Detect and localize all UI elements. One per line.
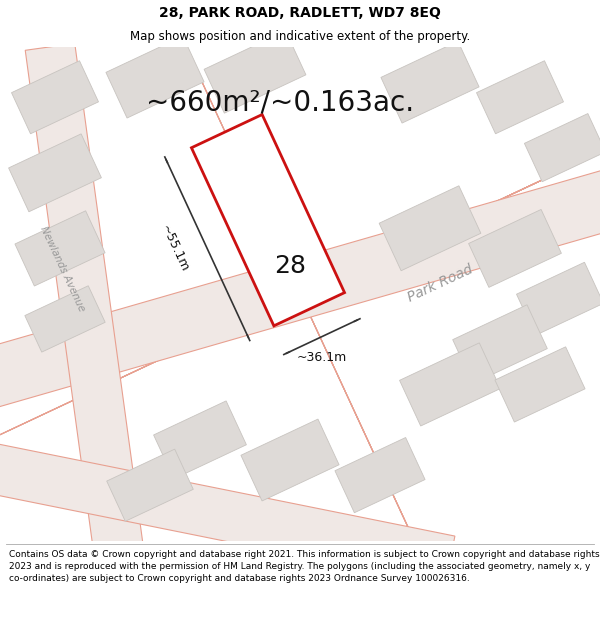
Polygon shape	[25, 286, 105, 352]
Polygon shape	[452, 305, 547, 384]
Polygon shape	[524, 114, 600, 182]
Polygon shape	[11, 61, 98, 134]
Polygon shape	[381, 41, 479, 123]
Polygon shape	[469, 209, 562, 288]
Text: ~660m²/~0.163ac.: ~660m²/~0.163ac.	[146, 88, 414, 116]
Text: ~36.1m: ~36.1m	[297, 351, 347, 364]
Text: ~55.1m: ~55.1m	[158, 223, 191, 274]
Polygon shape	[8, 134, 101, 212]
Text: Contains OS data © Crown copyright and database right 2021. This information is : Contains OS data © Crown copyright and d…	[9, 550, 599, 582]
Text: Map shows position and indicative extent of the property.: Map shows position and indicative extent…	[130, 30, 470, 43]
Polygon shape	[379, 186, 481, 271]
Text: Park Road: Park Road	[405, 262, 475, 305]
Polygon shape	[495, 347, 585, 422]
Polygon shape	[517, 262, 600, 335]
Polygon shape	[15, 211, 105, 286]
Polygon shape	[241, 419, 339, 501]
Polygon shape	[476, 61, 563, 134]
Text: 28, PARK ROAD, RADLETT, WD7 8EQ: 28, PARK ROAD, RADLETT, WD7 8EQ	[159, 6, 441, 20]
Polygon shape	[400, 343, 500, 426]
Polygon shape	[106, 36, 204, 118]
Polygon shape	[191, 114, 344, 326]
Text: Newlands Avenue: Newlands Avenue	[38, 224, 86, 313]
Polygon shape	[335, 438, 425, 512]
Polygon shape	[107, 449, 193, 521]
Text: 28: 28	[274, 254, 306, 278]
Polygon shape	[25, 44, 145, 564]
Polygon shape	[0, 159, 600, 419]
Polygon shape	[154, 401, 247, 479]
Polygon shape	[204, 31, 306, 113]
Polygon shape	[0, 435, 455, 586]
